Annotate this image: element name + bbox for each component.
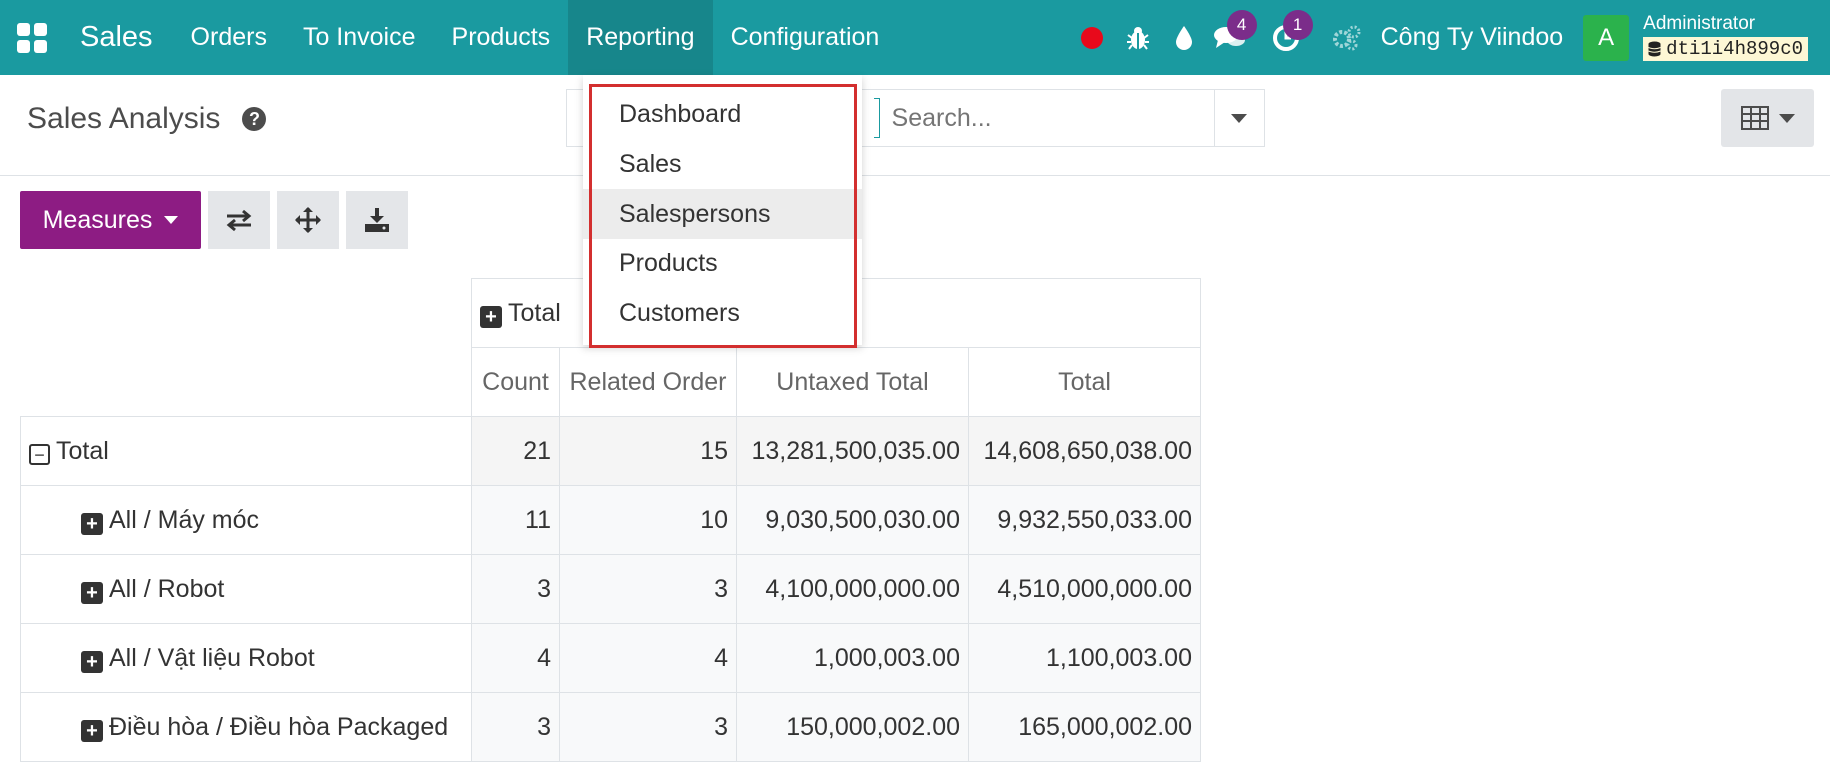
flip-axis-button[interactable] (208, 191, 270, 249)
table-row: + All / Robot 3 3 4,100,000,000.00 4,510,… (20, 554, 1201, 624)
database-icon (1648, 41, 1661, 57)
chevron-down-icon (1778, 113, 1795, 123)
row-header[interactable]: + All / Robot (20, 554, 472, 624)
database-name: dti1i4h899c0 (1666, 38, 1803, 60)
cell-related-order[interactable]: 15 (559, 416, 737, 486)
systray: 4 1 Công Ty Viindoo A Administrator dti1… (1069, 0, 1830, 75)
database-chip: dti1i4h899c0 (1643, 37, 1808, 61)
row-header[interactable]: + Điều hòa / Điều hòa Packaged (20, 692, 472, 762)
expand-plus-icon: + (81, 719, 103, 742)
flip-axis-icon (226, 209, 252, 232)
app-brand[interactable]: Sales (80, 21, 153, 53)
expand-plus-icon: + (81, 581, 103, 604)
menu-products[interactable]: Products (451, 23, 551, 51)
cell-related-order[interactable]: 3 (559, 554, 737, 624)
user-menu[interactable]: Administrator dti1i4h899c0 (1643, 14, 1808, 61)
cell-count[interactable]: 3 (471, 554, 560, 624)
cell-untaxed-total[interactable]: 1,000,003.00 (736, 623, 969, 693)
expand-all-button[interactable] (277, 191, 339, 249)
messages-badge: 4 (1226, 10, 1257, 40)
menu-item-customers[interactable]: Customers (619, 298, 740, 327)
help-icon[interactable]: ? (242, 107, 267, 131)
menu-orders[interactable]: Orders (190, 23, 267, 51)
cell-related-order[interactable]: 10 (559, 485, 737, 555)
reporting-dropdown-menu: Dashboard Sales Salespersons Products Cu… (583, 75, 862, 345)
activity-clock-icon[interactable]: 1 (1263, 0, 1313, 75)
bug-icon[interactable] (1115, 0, 1161, 75)
cell-total[interactable]: 4,510,000,000.00 (968, 554, 1201, 624)
theme-drop-icon[interactable] (1161, 0, 1207, 75)
expand-all-icon (295, 207, 321, 233)
expand-plus-icon: + (81, 512, 103, 535)
record-icon[interactable] (1069, 0, 1115, 75)
avatar[interactable]: A (1583, 14, 1630, 61)
menu-item-salespersons[interactable]: Salespersons (583, 189, 862, 239)
search-input[interactable] (879, 90, 1214, 146)
collapse-minus-icon: − (29, 444, 50, 465)
cell-count[interactable]: 21 (471, 416, 560, 486)
cell-untaxed-total[interactable]: 4,100,000,000.00 (736, 554, 969, 624)
row-header[interactable]: + All / Vật liệu Robot (20, 623, 472, 693)
cell-related-order[interactable]: 3 (559, 692, 737, 762)
measure-header-count[interactable]: Count (471, 347, 560, 417)
cell-count[interactable]: 3 (471, 692, 560, 762)
measures-button[interactable]: Measures (20, 191, 201, 249)
cell-untaxed-total[interactable]: 9,030,500,030.00 (736, 485, 969, 555)
chevron-down-icon (1231, 113, 1248, 123)
cell-total[interactable]: 14,608,650,038.00 (968, 416, 1201, 486)
download-button[interactable] (346, 191, 408, 249)
control-panel: Sales Analysis ? (0, 75, 1830, 176)
row-header[interactable]: + All / Máy móc (20, 485, 472, 555)
view-switcher-button[interactable] (1721, 89, 1814, 147)
cell-total[interactable]: 9,932,550,033.00 (968, 485, 1201, 555)
company-gears-icon[interactable] (1323, 0, 1369, 75)
table-row: + All / Máy móc 11 10 9,030,500,030.00 9,… (20, 485, 1201, 555)
pivot-table: + Total Count Related Order Untaxed Total… (20, 278, 1201, 762)
breadcrumb: Sales Analysis ? (27, 102, 267, 136)
apps-menu-icon[interactable] (0, 0, 64, 75)
company-name[interactable]: Công Ty Viindoo (1380, 23, 1564, 51)
activity-badge: 1 (1282, 10, 1313, 40)
measures-label: Measures (42, 205, 153, 234)
page-title: Sales Analysis (27, 102, 221, 135)
table-row: + Điều hòa / Điều hòa Packaged 3 3 150,00… (20, 692, 1201, 762)
measure-header-total[interactable]: Total (968, 347, 1201, 417)
pivot-corner (20, 278, 472, 417)
user-name: Administrator (1643, 13, 1756, 34)
search-options-toggle[interactable] (1213, 90, 1264, 146)
cell-related-order[interactable]: 4 (559, 623, 737, 693)
measure-header-related-order[interactable]: Related Order (559, 347, 737, 417)
pivot-toolbar: Measures (20, 191, 408, 249)
cell-untaxed-total[interactable]: 150,000,002.00 (736, 692, 969, 762)
messages-icon[interactable]: 4 (1207, 0, 1257, 75)
cell-untaxed-total[interactable]: 13,281,500,035.00 (736, 416, 969, 486)
measure-header-untaxed-total[interactable]: Untaxed Total (736, 347, 969, 417)
cell-count[interactable]: 11 (471, 485, 560, 555)
menu-item-sales[interactable]: Sales (619, 149, 682, 178)
search-bar (566, 89, 1265, 147)
menu-item-dashboard[interactable]: Dashboard (619, 99, 742, 128)
expand-plus-icon: + (480, 305, 502, 328)
top-navbar: Sales Orders To Invoice Products Reporti… (0, 0, 1830, 75)
chevron-down-icon (164, 216, 179, 224)
table-row: + All / Vật liệu Robot 4 4 1,000,003.00 1… (20, 623, 1201, 693)
cell-count[interactable]: 4 (471, 623, 560, 693)
download-icon (365, 208, 389, 232)
cell-total[interactable]: 1,100,003.00 (968, 623, 1201, 693)
menu-item-products[interactable]: Products (619, 248, 718, 277)
menu-reporting[interactable]: Reporting (568, 0, 713, 75)
menu-to-invoice[interactable]: To Invoice (302, 23, 416, 51)
row-header-total[interactable]: − Total (20, 416, 472, 486)
expand-plus-icon: + (81, 650, 103, 673)
cell-total[interactable]: 165,000,002.00 (968, 692, 1201, 762)
menu-configuration[interactable]: Configuration (730, 23, 880, 51)
pivot-table-icon (1740, 106, 1769, 130)
table-row: − Total 21 15 13,281,500,035.00 14,608,65… (20, 416, 1201, 486)
